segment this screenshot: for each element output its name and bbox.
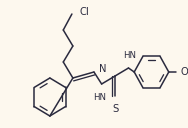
Text: O: O: [180, 67, 188, 77]
Text: HN: HN: [123, 51, 136, 60]
Text: Cl: Cl: [80, 7, 89, 17]
Text: S: S: [112, 104, 118, 114]
Text: N: N: [99, 64, 106, 74]
Text: HN: HN: [93, 93, 106, 102]
